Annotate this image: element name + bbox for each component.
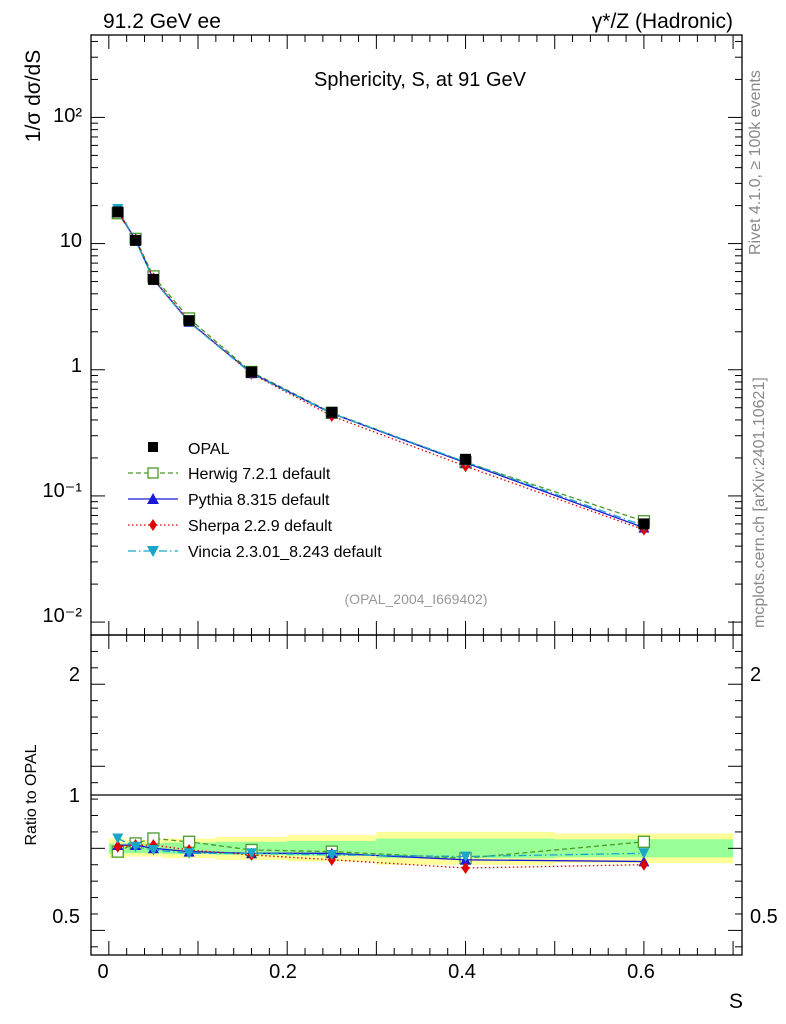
opal-data-points (112, 206, 650, 530)
main-y-tick-label-2: 1 (71, 355, 82, 377)
legend-entry-opal: OPAL (148, 441, 230, 458)
main-y-axis-label: 1/σ dσ/dS (22, 50, 45, 142)
legend-entry-vincia: Vincia 2.3.01_8.243 default (128, 544, 382, 561)
ratio-point-sherpa-7 (639, 858, 648, 871)
ratio-point-vincia-6 (460, 851, 472, 863)
ratio-point-vincia-3 (183, 848, 195, 859)
ratio-y-tick-label-2: 2 (69, 664, 80, 686)
legend-marker-herwig (147, 467, 159, 479)
legend-marker-opal (148, 442, 158, 452)
legend-label-vincia: Vincia 2.3.01_8.243 default (188, 544, 382, 561)
header-energy-label: 91.2 GeV ee (103, 10, 221, 33)
x-tick-label-3: 0.6 (627, 961, 655, 983)
main-axis-tick-labels: 10⁻² 10⁻¹ 1 10 10² (43, 105, 83, 627)
legend-marker-sherpa (149, 519, 157, 531)
legend-entry-sherpa: Sherpa 2.2.9 default (128, 518, 333, 535)
legend-entry-herwig: Herwig 7.2.1 default (128, 466, 331, 483)
ratio-point-sherpa-6 (461, 862, 470, 875)
legend-label-opal: OPAL (188, 441, 230, 458)
opal-data-point-5 (326, 406, 338, 418)
legend-marker-pythia (147, 493, 159, 504)
chart-title: Sphericity, S, at 91 GeV (314, 69, 527, 91)
x-tick-label-2: 0.4 (448, 961, 476, 983)
ratio-panel-frame (90, 634, 743, 956)
ratio-y-tick-label-right-2: 2 (750, 664, 761, 686)
opal-data-point-6 (460, 453, 472, 465)
legend: OPAL Herwig 7.2.1 default Pythia 8.315 d… (128, 441, 382, 561)
ratio-band-green-6 (376, 838, 555, 859)
main-y-tick-label-3: 10 (60, 230, 82, 252)
ratio-line-herwig (117, 837, 644, 859)
legend-entry-pythia: Pythia 8.315 default (128, 492, 330, 509)
legend-label-pythia: Pythia 8.315 default (188, 492, 330, 509)
legend-label-sherpa: Sherpa 2.2.9 default (188, 518, 333, 535)
opal-data-point-3 (183, 315, 195, 327)
ratio-point-vincia-0 (112, 833, 124, 844)
ratio-point-vincia-4 (246, 848, 258, 859)
ratio-line-vincia (117, 837, 644, 858)
ratio-axis-tick-labels: 0.5 1 2 0.5 2 (52, 664, 778, 928)
main-axis-ticks (91, 35, 742, 635)
legend-label-herwig: Herwig 7.2.1 default (188, 466, 331, 483)
x-tick-label-1: 0.2 (269, 961, 297, 983)
ratio-point-vincia-7 (638, 848, 650, 859)
legend-marker-vincia (147, 546, 159, 557)
ratio-point-vincia-5 (326, 849, 338, 861)
ratio-point-vincia-1 (130, 841, 142, 853)
x-tick-label-0: 0 (97, 961, 108, 983)
ratio-point-sherpa-0 (113, 840, 122, 853)
ratio-series-layer (111, 832, 651, 875)
main-y-tick-label-1: 10⁻¹ (43, 480, 83, 502)
mcplots-source-label: mcplots.cern.ch [arXiv:2401.10621] (751, 377, 768, 628)
main-y-tick-label-4: 10² (53, 105, 82, 127)
opal-data-point-7 (638, 518, 650, 530)
opal-data-point-4 (246, 366, 258, 378)
ratio-y-tick-label-right-0: 0.5 (750, 906, 778, 928)
header-process-label: γ*/Z (Hadronic) (592, 10, 733, 33)
x-axis-tick-labels: 0 0.2 0.4 0.6 (97, 961, 654, 983)
rivet-version-label: Rivet 4.1.0, ≥ 100k events (747, 70, 764, 255)
x-axis-label: S (729, 990, 743, 1013)
main-line-vincia (117, 208, 645, 527)
main-series-layer (111, 204, 651, 536)
opal-data-point-1 (130, 234, 142, 246)
ratio-axis-ticks (91, 635, 742, 955)
ratio-point-herwig-7 (637, 835, 651, 848)
main-y-tick-label-0: 10⁻² (43, 605, 83, 627)
opal-data-point-0 (112, 206, 124, 218)
ratio-y-tick-label-1: 1 (69, 785, 80, 807)
opal-data-point-2 (147, 273, 159, 285)
analysis-id-label: (OPAL_2004_I669402) (345, 591, 488, 607)
ratio-point-vincia-2 (147, 845, 159, 856)
ratio-y-tick-label-0: 0.5 (52, 906, 80, 928)
ratio-y-axis-label: Ratio to OPAL (23, 744, 40, 845)
